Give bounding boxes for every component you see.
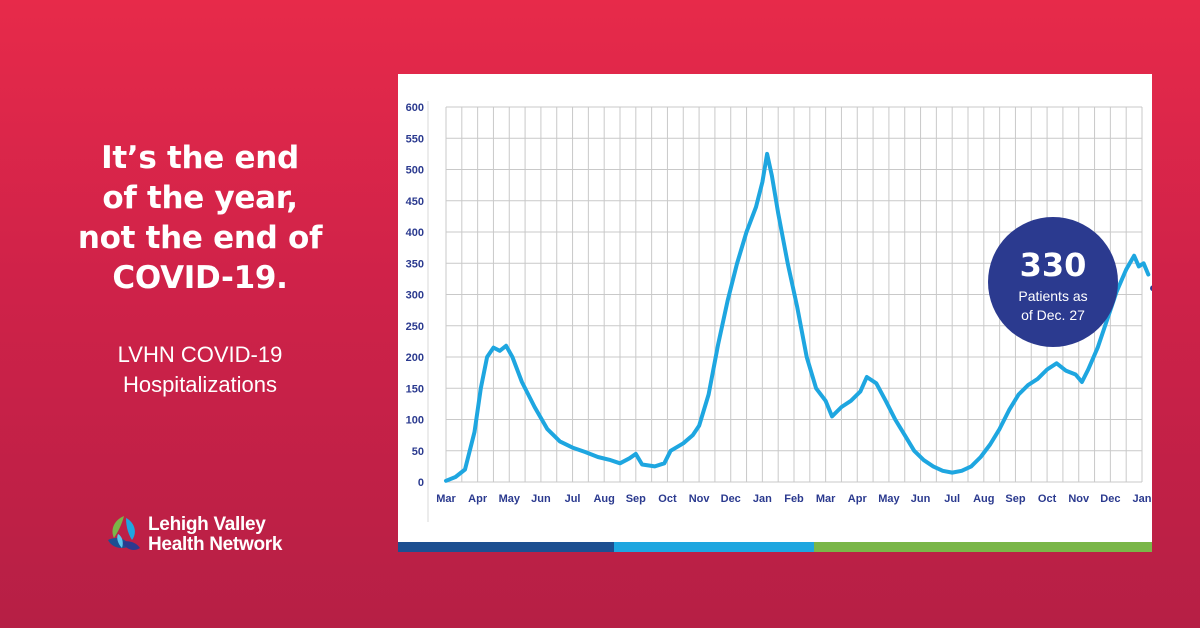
headline-line: COVID-19. (112, 260, 288, 296)
y-tick-label: 550 (406, 133, 424, 145)
x-tick-label: Jan (1133, 493, 1152, 505)
x-tick-label: Jun (911, 493, 931, 505)
lvhn-logo: Lehigh Valley Health Network (104, 512, 334, 558)
callout-circle (988, 217, 1118, 347)
x-tick-label: Oct (658, 493, 677, 505)
headline-line: not the end of (77, 220, 323, 256)
color-bar-segment-light (614, 542, 814, 552)
series-group (444, 151, 1152, 483)
x-tick-label: Dec (1100, 493, 1120, 505)
x-tick-label: Nov (689, 493, 711, 505)
y-tick-label: 500 (406, 165, 424, 177)
y-tick-label: 50 (412, 446, 424, 458)
x-tick-label: Apr (848, 493, 868, 505)
y-tick-label: 450 (406, 196, 424, 208)
logo-line: Lehigh Valley (148, 514, 266, 535)
x-tick-label: Jan (753, 493, 772, 505)
color-bar-segment-dark (398, 542, 614, 552)
x-tick-label: Feb (784, 493, 804, 505)
y-tick-label: 400 (406, 227, 424, 239)
y-axis-ticks: 0 50 100 150 200 250 300 350 400 450 500 550 600 (406, 102, 424, 489)
logo-wordmark: Lehigh Valley Health Network (148, 515, 282, 555)
brand-color-bar (398, 542, 1152, 552)
subtitle-line: Hospitalizations (122, 372, 278, 397)
x-tick-label: Mar (436, 493, 456, 505)
x-tick-label: Nov (1068, 493, 1090, 505)
y-tick-label: 250 (406, 321, 424, 333)
x-tick-label: Sep (626, 493, 646, 505)
series-line (444, 151, 1151, 483)
x-axis-ticks: Mar Apr May Jun Jul Aug Sep Oct Nov Dec Jan Feb Mar A… (436, 493, 1152, 505)
logo-line: Health Network (148, 534, 283, 555)
x-tick-label: Jun (531, 493, 551, 505)
y-tick-label: 300 (406, 290, 424, 302)
y-tick-label: 350 (406, 258, 424, 270)
callout-line: Patients as (1018, 288, 1087, 304)
x-tick-label: Apr (468, 493, 488, 505)
x-tick-label: Aug (973, 493, 994, 505)
x-tick-label: May (878, 493, 900, 505)
y-tick-label: 200 (406, 352, 424, 364)
callout-group: 330 Patients as of Dec. 27 (988, 217, 1118, 347)
subtitle-line: LVHN COVID-19 (117, 342, 283, 367)
x-tick-label: Jul (944, 493, 960, 505)
x-tick-label: May (499, 493, 521, 505)
callout-line: of Dec. 27 (1021, 307, 1085, 323)
x-tick-label: Sep (1005, 493, 1025, 505)
latest-data-point (1150, 285, 1152, 292)
y-tick-label: 0 (418, 477, 424, 489)
hospitalizations-line-chart: 0 50 100 150 200 250 300 350 400 450 500 550 600 Mar… (406, 101, 1152, 522)
x-tick-label: Aug (593, 493, 614, 505)
y-tick-label: 100 (406, 415, 424, 427)
color-bar-segment-green (814, 542, 1152, 552)
lvhn-leaf-logo-icon (108, 516, 140, 550)
y-tick-label: 600 (406, 102, 424, 114)
chart-panel: 0 50 100 150 200 250 300 350 400 450 500 550 600 Mar… (398, 74, 1152, 552)
x-tick-label: Mar (816, 493, 836, 505)
chart-grid (427, 101, 1143, 522)
chart-subtitle: LVHN COVID-19 Hospitalizations (30, 340, 370, 400)
y-tick-label: 150 (406, 383, 424, 395)
x-tick-label: Jul (565, 493, 581, 505)
headline: It’s the end of the year, not the end of… (30, 138, 370, 298)
headline-line: of the year, (102, 180, 298, 216)
headline-line: It’s the end (101, 140, 299, 176)
x-tick-label: Dec (721, 493, 741, 505)
callout-value: 330 (1020, 246, 1087, 284)
x-tick-label: Oct (1038, 493, 1057, 505)
